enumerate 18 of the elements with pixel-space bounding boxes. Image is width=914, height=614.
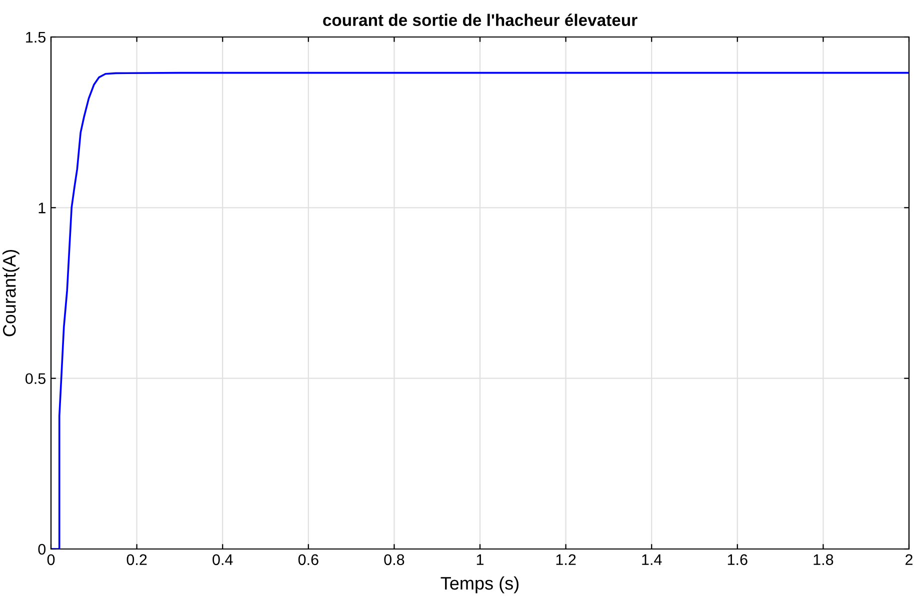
x-tick-label: 1.8: [814, 554, 834, 566]
x-tick-label: 2: [906, 554, 912, 565]
x-tick-label: 0: [47, 554, 55, 566]
x-axis-title: Temps (s): [440, 576, 519, 594]
x-tick-label: 1.4: [642, 554, 662, 565]
y-tick-label: 0: [38, 544, 46, 555]
y-axis-title: Courant(A): [2, 250, 20, 336]
x-tick-label: 1: [476, 554, 484, 565]
y-tick-label: 1.5: [26, 32, 46, 43]
x-tick-label: 1.2: [556, 554, 576, 565]
x-tick-label: 0.2: [126, 554, 147, 566]
chart-title: courant de sortie de l'hacheur élevateur: [323, 14, 638, 26]
y-tick-label: 1: [38, 202, 46, 214]
x-tick-label: 0.8: [384, 554, 404, 566]
x-tick-label: 0.4: [212, 554, 233, 566]
x-tick-label: 0.6: [298, 554, 318, 566]
y-tick-label: 0.5: [26, 373, 46, 384]
x-tick-label: 1.6: [728, 554, 748, 566]
